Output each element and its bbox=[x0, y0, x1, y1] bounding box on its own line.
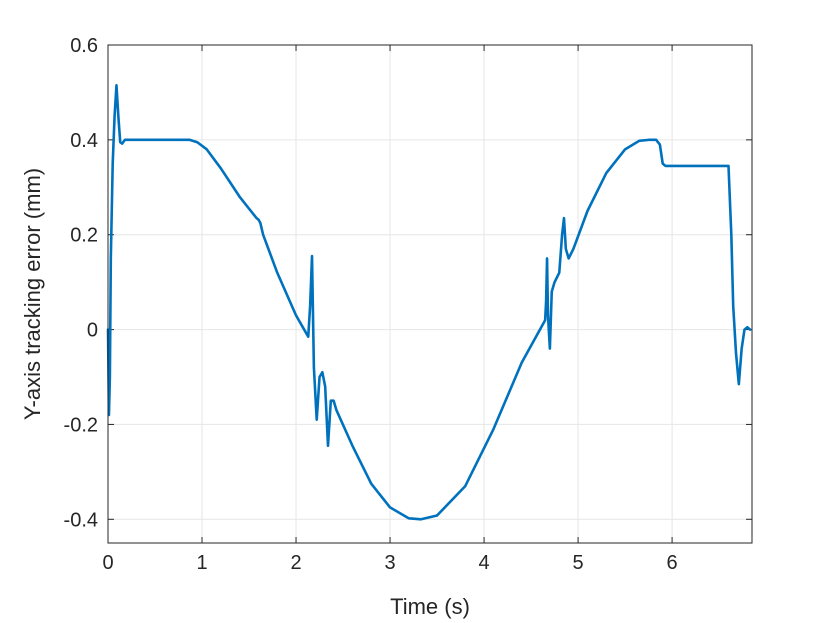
x-axis-title: Time (s) bbox=[390, 594, 470, 619]
series-line bbox=[106, 84, 752, 521]
plot-frame bbox=[107, 44, 753, 544]
x-tick-labels: 0 1 2 3 4 5 6 bbox=[102, 552, 677, 574]
x-tick-label: 5 bbox=[573, 552, 584, 574]
y-tick-label: 0.6 bbox=[70, 35, 98, 57]
y-tick-label: 0 bbox=[87, 320, 98, 342]
y-tick-label: 0.2 bbox=[70, 225, 98, 247]
y-tick-label: -0.2 bbox=[64, 414, 98, 436]
y-axis-title: Y-axis tracking error (mm) bbox=[20, 168, 45, 420]
y-tick-label: -0.4 bbox=[64, 509, 98, 531]
y-tick-label: 0.4 bbox=[70, 130, 98, 152]
x-tick-label: 4 bbox=[478, 552, 489, 574]
y-tick-labels: -0.4 -0.2 0 0.2 0.4 0.6 bbox=[64, 35, 98, 531]
x-tick-label: 6 bbox=[667, 552, 678, 574]
plot-background bbox=[108, 45, 752, 543]
x-tick-label: 3 bbox=[384, 552, 395, 574]
x-tick-label: 1 bbox=[196, 552, 207, 574]
x-tick-label: 0 bbox=[102, 552, 113, 574]
x-tick-label: 2 bbox=[290, 552, 301, 574]
